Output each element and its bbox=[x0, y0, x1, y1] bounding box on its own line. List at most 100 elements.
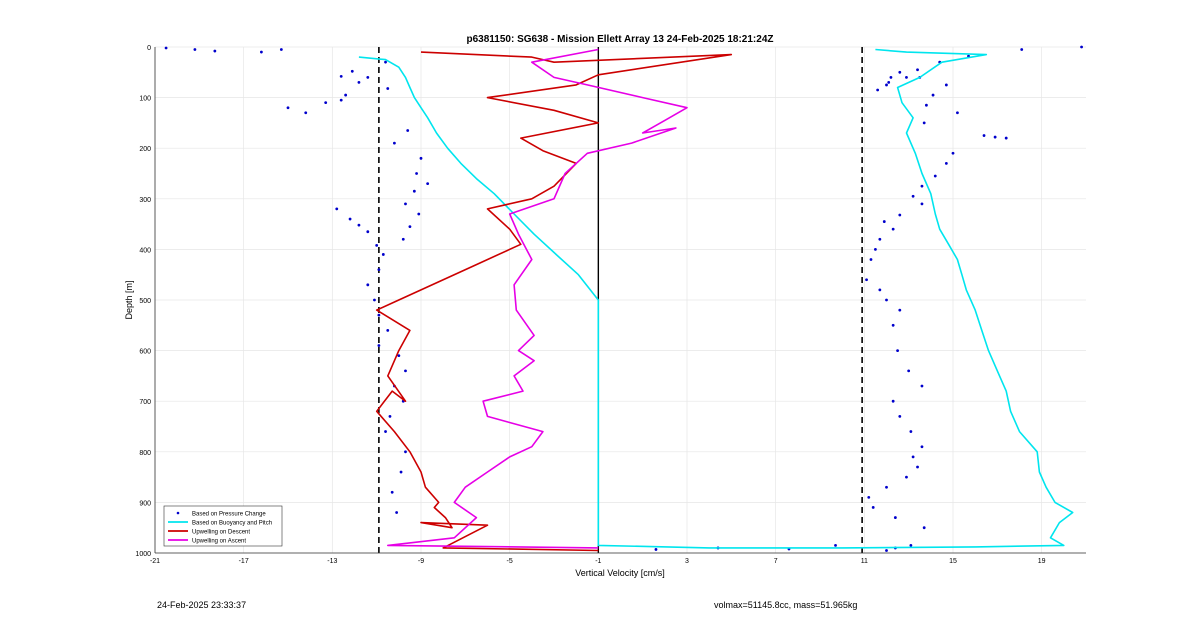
data-point bbox=[386, 328, 390, 332]
data-point bbox=[213, 49, 217, 53]
data-point bbox=[891, 323, 895, 327]
data-point bbox=[393, 141, 396, 145]
legend-swatch bbox=[176, 511, 180, 515]
data-point bbox=[898, 308, 902, 312]
x-tick-label: -21 bbox=[150, 558, 160, 565]
y-tick-label: 0 bbox=[147, 45, 151, 52]
data-point bbox=[366, 283, 370, 287]
data-point bbox=[335, 207, 339, 211]
data-point bbox=[404, 202, 407, 206]
data-point bbox=[920, 202, 924, 206]
data-point bbox=[922, 121, 926, 125]
legend-label: Based on Buoyancy and Pitch bbox=[192, 521, 272, 527]
data-point bbox=[911, 455, 915, 459]
data-point bbox=[377, 313, 381, 317]
data-point bbox=[876, 88, 880, 92]
data-point bbox=[907, 369, 911, 373]
series-line-upwelling-on-descent bbox=[375, 51, 733, 552]
x-tick-label: 3 bbox=[685, 558, 689, 565]
data-point bbox=[304, 111, 308, 115]
data-point bbox=[916, 465, 919, 469]
data-point bbox=[286, 106, 290, 110]
series-line-based-on-buoyancy-and-pitch bbox=[358, 48, 1074, 549]
data-point bbox=[388, 414, 392, 418]
data-point bbox=[419, 156, 423, 160]
data-point bbox=[920, 445, 924, 449]
data-point bbox=[357, 81, 361, 84]
data-point bbox=[898, 414, 902, 418]
series-group bbox=[164, 45, 1083, 552]
x-axis-label: Vertical Velocity [cm/s] bbox=[575, 568, 665, 578]
data-point bbox=[882, 220, 886, 223]
y-tick-label: 900 bbox=[139, 500, 151, 507]
y-tick-label: 100 bbox=[139, 96, 151, 103]
data-point bbox=[878, 237, 882, 241]
data-point bbox=[412, 189, 416, 193]
data-point bbox=[944, 83, 948, 87]
data-point bbox=[891, 399, 895, 403]
tick-labels: -21 -17 -13 -9 -5 -1 3 7 11 15 1901002003004005006… bbox=[135, 45, 1045, 565]
data-point bbox=[920, 384, 924, 388]
data-point bbox=[384, 60, 387, 64]
y-axis-label: Depth [m] bbox=[124, 280, 134, 319]
x-tick-label: 19 bbox=[1038, 558, 1046, 565]
data-point bbox=[348, 217, 352, 221]
data-point bbox=[885, 485, 888, 489]
y-tick-label: 800 bbox=[139, 450, 151, 457]
legend-label: Based on Pressure Change bbox=[192, 512, 266, 518]
y-tick-label: 200 bbox=[139, 146, 151, 153]
y-tick-label: 1000 bbox=[135, 551, 151, 558]
data-point bbox=[887, 81, 891, 84]
legend-entries: Based on Pressure Change Based on Buoyanc… bbox=[168, 512, 272, 545]
data-point bbox=[397, 354, 401, 358]
data-point bbox=[339, 74, 343, 78]
data-point bbox=[339, 98, 343, 102]
data-point bbox=[993, 135, 997, 139]
data-point bbox=[896, 349, 899, 352]
data-point bbox=[885, 298, 888, 302]
legend: Based on Pressure Change Based on Buoyanc… bbox=[163, 505, 283, 547]
data-point bbox=[933, 174, 937, 178]
data-point bbox=[404, 369, 407, 373]
data-point bbox=[381, 253, 385, 256]
data-point bbox=[260, 50, 263, 54]
y-tick-label: 600 bbox=[139, 349, 151, 356]
data-point bbox=[164, 46, 168, 50]
data-point bbox=[905, 75, 908, 79]
data-point bbox=[893, 516, 897, 519]
data-point bbox=[920, 184, 924, 188]
data-point bbox=[898, 70, 902, 74]
data-point bbox=[891, 227, 895, 231]
x-tick-label: 7 bbox=[774, 558, 778, 565]
data-point bbox=[366, 230, 370, 234]
x-tick-label: -13 bbox=[327, 558, 337, 565]
data-point bbox=[865, 278, 868, 282]
data-point bbox=[878, 288, 882, 292]
data-point bbox=[911, 194, 915, 198]
data-point bbox=[909, 430, 913, 433]
data-point bbox=[885, 549, 888, 552]
data-point bbox=[944, 161, 948, 165]
data-point bbox=[1080, 45, 1083, 49]
data-point bbox=[324, 101, 328, 105]
data-point bbox=[377, 268, 381, 272]
y-tick-label: 300 bbox=[139, 197, 151, 204]
data-point bbox=[909, 544, 913, 547]
data-point bbox=[1004, 136, 1008, 140]
data-point bbox=[390, 490, 394, 494]
data-point bbox=[377, 344, 381, 347]
y-tick-label: 400 bbox=[139, 247, 151, 254]
data-point bbox=[406, 129, 410, 132]
data-point bbox=[384, 430, 387, 433]
data-point bbox=[867, 495, 871, 499]
series-line-upwelling-on-ascent bbox=[386, 48, 688, 549]
x-tick-label: -9 bbox=[418, 558, 424, 565]
data-point bbox=[874, 248, 877, 251]
data-point bbox=[375, 243, 379, 247]
data-point bbox=[885, 83, 888, 87]
data-point bbox=[350, 69, 354, 73]
data-point bbox=[889, 75, 893, 79]
data-point bbox=[951, 151, 955, 155]
data-point bbox=[654, 548, 658, 551]
